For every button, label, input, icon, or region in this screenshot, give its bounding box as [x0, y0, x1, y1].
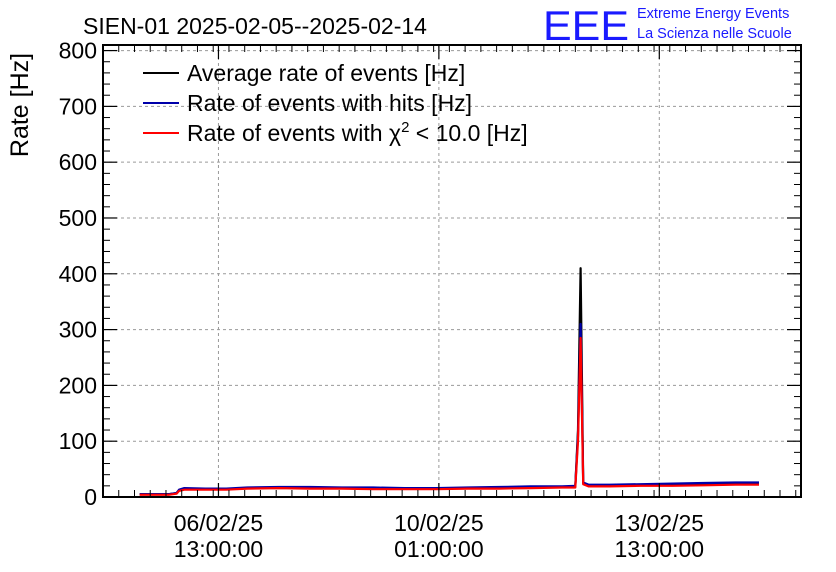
legend-label: Rate of events with χ2 < 10.0 [Hz]: [187, 119, 528, 146]
y-tick-label: 0: [84, 484, 97, 510]
x-tick-labels: 06/02/2513:00:0010/02/2501:00:0013/02/25…: [174, 510, 704, 562]
x-tick-label-date: 06/02/25: [174, 510, 264, 536]
y-tick-label: 800: [59, 38, 97, 64]
chart-title: SIEN-01 2025-02-05--2025-02-14: [83, 13, 427, 39]
series-layer: [139, 267, 759, 496]
x-tick-label-time: 13:00:00: [174, 536, 264, 562]
x-tick-label-time: 01:00:00: [394, 536, 484, 562]
grid-lines: [103, 45, 801, 497]
y-tick-label: 500: [59, 205, 97, 231]
y-tick-labels: 0 100 200 300 400 500 600 700 800: [59, 38, 97, 510]
y-tick-label: 700: [59, 93, 97, 119]
eee-logo: EEE Extreme Energy Events La Scienza nel…: [543, 2, 792, 49]
x-tick-label-date: 13/02/25: [615, 510, 705, 536]
y-tick-label: 100: [59, 428, 97, 454]
series-line-3: [139, 336, 759, 496]
y-tick-label: 600: [59, 149, 97, 175]
x-tick-label-date: 10/02/25: [394, 510, 484, 536]
legend-label: Average rate of events [Hz]: [187, 60, 465, 86]
x-tick-label-time: 13:00:00: [615, 536, 705, 562]
y-axis-label: Rate [Hz]: [6, 53, 34, 157]
plot-frame: [102, 44, 802, 498]
y-tick-label: 300: [59, 317, 97, 343]
logo-mark: EEE: [543, 2, 629, 49]
axis-ticks: [102, 45, 801, 498]
logo-line-2: La Scienza nelle Scuole: [637, 26, 792, 42]
legend-label: Rate of events with hits [Hz]: [187, 90, 472, 116]
y-tick-label: 200: [59, 372, 97, 398]
y-tick-label: 400: [59, 261, 97, 287]
logo-line-1: Extreme Energy Events: [637, 6, 789, 22]
legend: Average rate of events [Hz] Rate of event…: [143, 60, 528, 146]
